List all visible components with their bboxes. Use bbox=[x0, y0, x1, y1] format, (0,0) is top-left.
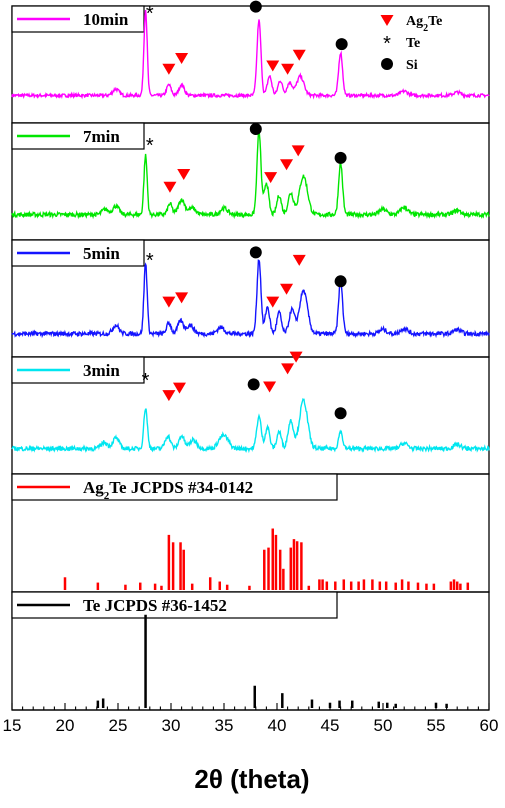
phase-marker-triangle bbox=[292, 254, 306, 266]
panel-1: 10min * bbox=[11, 0, 490, 124]
legend-label: Ag2Te JCPDS #34-0142 bbox=[83, 478, 253, 502]
x-axis-title: 2θ (theta) bbox=[194, 764, 309, 794]
phase-legend-star-icon: * bbox=[383, 33, 391, 55]
phase-legend: Ag2Te * Te Si bbox=[380, 14, 442, 73]
phase-marker-triangle bbox=[172, 382, 186, 394]
phase-marker-triangle bbox=[162, 63, 176, 75]
phase-marker-circle bbox=[334, 275, 347, 288]
legend-label-main: Ag bbox=[83, 478, 104, 497]
legend-box bbox=[11, 356, 145, 384]
phase-marker-triangle bbox=[175, 53, 189, 65]
legend-box bbox=[11, 122, 145, 150]
panel-6: Te JCPDS #36-1452 bbox=[11, 591, 490, 711]
x-tick-label: 15 bbox=[3, 716, 22, 735]
phase-marker-triangle bbox=[281, 63, 295, 75]
series-5min-line bbox=[11, 259, 490, 339]
legend-label: 5min bbox=[83, 244, 120, 263]
x-tick-label: 30 bbox=[162, 716, 181, 735]
phase-marker-star: * bbox=[146, 250, 154, 272]
panel-2: 7min * bbox=[11, 122, 490, 241]
phase-marker-triangle bbox=[263, 381, 277, 393]
phase-legend-main: Ag bbox=[406, 14, 423, 29]
x-tick-label: 55 bbox=[427, 716, 446, 735]
phase-marker-triangle bbox=[162, 296, 176, 308]
phase-legend-circle-icon bbox=[381, 58, 393, 70]
phase-marker-triangle bbox=[292, 49, 306, 61]
x-tick-label: 45 bbox=[321, 716, 340, 735]
panels-layer: 10min *7min *5min *3min *Ag2Te JCPDS #34-014… bbox=[11, 0, 490, 711]
phase-marker-triangle bbox=[264, 172, 278, 184]
legend-label-main: Te JCPDS #36-1452 bbox=[83, 596, 227, 615]
phase-legend-sub: 2 bbox=[423, 23, 428, 34]
phase-marker-triangle bbox=[177, 168, 191, 180]
legend-label-suffix: Te JCPDS #34-0142 bbox=[109, 478, 253, 497]
legend-label: 7min bbox=[83, 127, 120, 146]
phase-marker-triangle bbox=[163, 181, 177, 193]
series-10min-line bbox=[11, 10, 490, 100]
phase-marker-star: * bbox=[142, 370, 150, 392]
phase-marker-star: * bbox=[146, 3, 154, 25]
phase-marker-triangle bbox=[291, 145, 305, 157]
phase-marker-circle bbox=[249, 123, 262, 135]
phase-marker-triangle bbox=[289, 351, 303, 363]
phase-marker-circle bbox=[249, 246, 262, 259]
x-axis: 15 20 25 30 35 40 45 50 55 60 bbox=[3, 703, 499, 735]
phase-legend-main: Te bbox=[406, 36, 420, 51]
series-7min-line bbox=[11, 128, 490, 220]
phase-marker-triangle bbox=[281, 363, 295, 375]
x-tick-label: 40 bbox=[268, 716, 287, 735]
phase-marker-star: * bbox=[146, 135, 154, 157]
phase-marker-triangle bbox=[266, 296, 280, 308]
phase-marker-triangle bbox=[266, 60, 280, 72]
x-tick-label: 35 bbox=[215, 716, 234, 735]
phase-marker-triangle bbox=[162, 390, 176, 402]
phase-marker-circle bbox=[334, 151, 347, 164]
legend-label-main: 5min bbox=[83, 244, 120, 263]
legend-label-sub: 2 bbox=[104, 490, 110, 502]
phase-marker-triangle bbox=[280, 283, 294, 295]
series-3min-line bbox=[11, 397, 490, 454]
phase-marker-circle bbox=[249, 0, 262, 13]
phase-legend-label: Te bbox=[406, 36, 420, 51]
phase-marker-triangle bbox=[280, 159, 294, 171]
x-tick-label: 25 bbox=[109, 716, 128, 735]
legend-label: 3min bbox=[83, 361, 120, 380]
phase-legend-triangle-icon bbox=[380, 15, 394, 26]
panel-4: 3min * bbox=[11, 351, 490, 475]
legend-label-main: 7min bbox=[83, 127, 120, 146]
panel-3: 5min * bbox=[11, 239, 490, 358]
x-tick-label: 20 bbox=[56, 716, 75, 735]
phase-marker-circle bbox=[335, 38, 348, 51]
panel-5: Ag2Te JCPDS #34-0142 bbox=[11, 473, 490, 593]
phase-legend-label: Ag2Te bbox=[406, 14, 442, 34]
legend-label-main: 10min bbox=[83, 10, 129, 29]
phase-marker-circle bbox=[247, 378, 260, 391]
legend-label: 10min bbox=[83, 10, 129, 29]
phase-legend-label: Si bbox=[406, 58, 418, 73]
legend-label: Te JCPDS #36-1452 bbox=[83, 596, 227, 615]
phase-marker-triangle bbox=[175, 292, 189, 304]
legend-label-main: 3min bbox=[83, 361, 120, 380]
phase-marker-circle bbox=[334, 407, 347, 420]
phase-legend-suffix: Te bbox=[428, 14, 442, 29]
x-tick-label: 50 bbox=[374, 716, 393, 735]
x-tick-label: 60 bbox=[480, 716, 499, 735]
phase-legend-main: Si bbox=[406, 58, 418, 73]
